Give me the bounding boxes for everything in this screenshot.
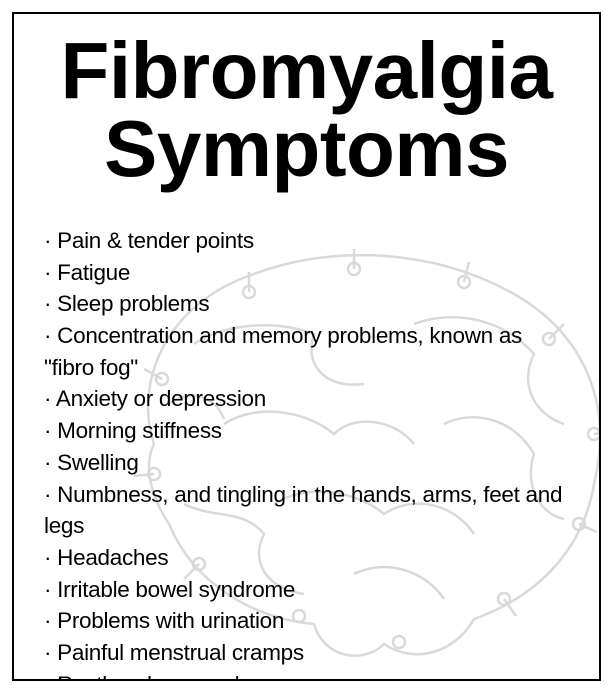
title-line-2: Symptoms	[38, 110, 575, 188]
symptom-text: Numbness, and tingling in the hands, arm…	[44, 482, 562, 539]
symptom-text: Swelling	[57, 450, 138, 475]
list-item: · Anxiety or depression	[44, 383, 575, 415]
symptom-text: Anxiety or depression	[56, 386, 266, 411]
list-item: · Sleep problems	[44, 288, 575, 320]
list-item: · Problems with urination	[44, 605, 575, 637]
document-title: Fibromyalgia Symptoms	[38, 32, 575, 189]
symptom-text: Pain & tender points	[57, 228, 254, 253]
symptom-text: Painful menstrual cramps	[57, 640, 304, 665]
list-item: · Swelling	[44, 447, 575, 479]
list-item: · Headaches	[44, 542, 575, 574]
symptom-text: Sleep problems	[57, 291, 209, 316]
symptom-text: Concentration and memory problems, known…	[44, 323, 522, 380]
list-item: · Irritable bowel syndrome	[44, 574, 575, 606]
symptom-text: Fatigue	[57, 260, 130, 285]
symptom-list: · Pain & tender points · Fatigue · Sleep…	[38, 225, 575, 681]
list-item: · Concentration and memory problems, kno…	[44, 320, 575, 383]
list-item: · Pain & tender points	[44, 225, 575, 257]
document-frame: Fibromyalgia Symptoms · Pain & tender po…	[12, 12, 601, 681]
list-item: · Painful menstrual cramps	[44, 637, 575, 669]
content-area: Fibromyalgia Symptoms · Pain & tender po…	[14, 14, 599, 681]
list-item: · Morning stiffness	[44, 415, 575, 447]
symptom-text: Problems with urination	[57, 608, 284, 633]
symptom-text: Headaches	[57, 545, 168, 570]
list-item: · Restless legs syndrome	[44, 669, 575, 681]
symptom-text: Restless legs syndrome	[57, 672, 289, 681]
symptom-text: Irritable bowel syndrome	[57, 577, 295, 602]
list-item: · Numbness, and tingling in the hands, a…	[44, 479, 575, 542]
list-item: · Fatigue	[44, 257, 575, 289]
symptom-text: Morning stiffness	[57, 418, 222, 443]
title-line-1: Fibromyalgia	[38, 32, 575, 110]
